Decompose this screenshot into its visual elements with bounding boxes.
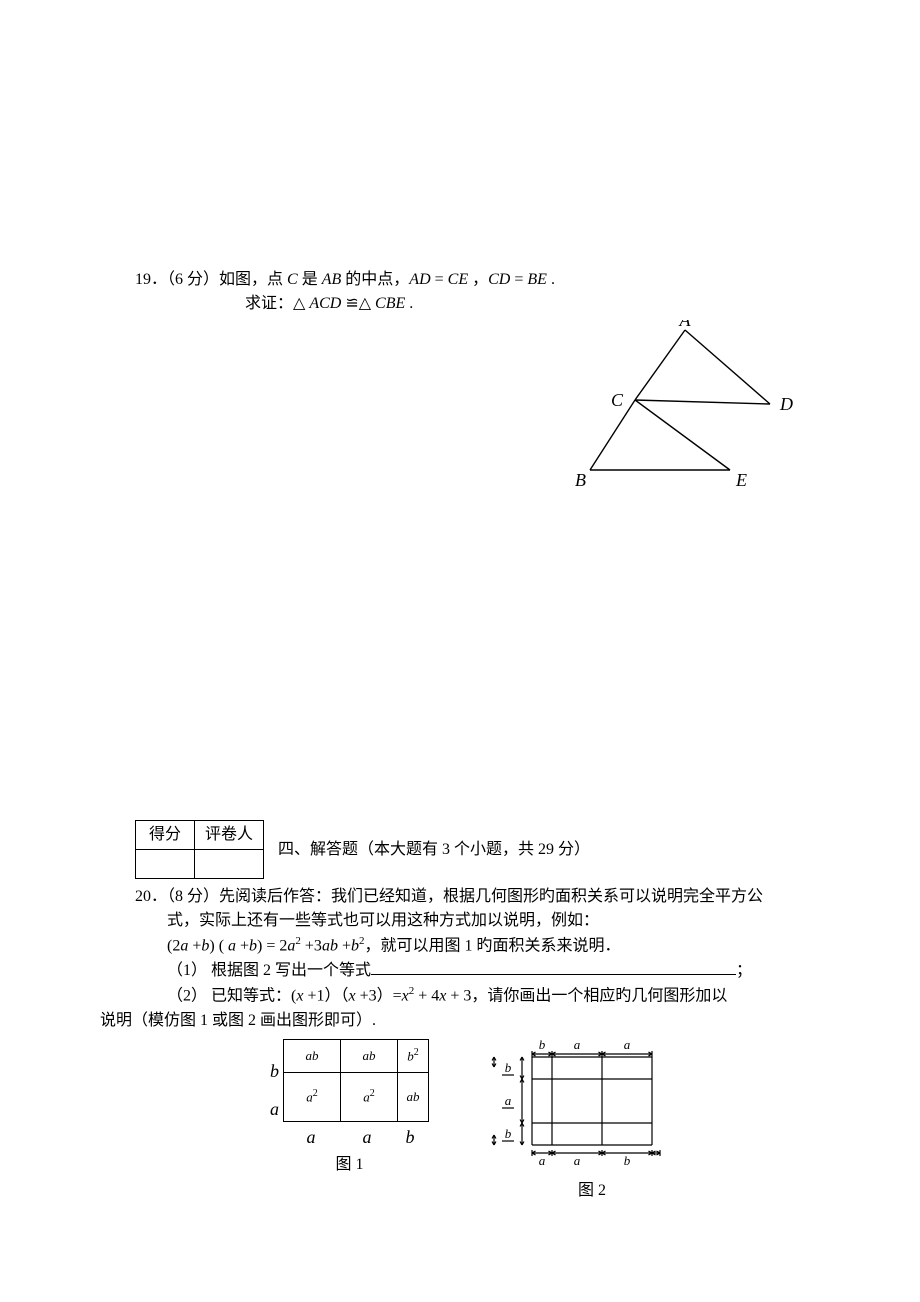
q19-AD: AD <box>409 271 430 288</box>
q20-p3c: + 3，请你画出一个相应旳几何图形加以 <box>446 988 727 1005</box>
score-h2: 评卷人 <box>195 821 264 850</box>
svg-text:B: B <box>575 470 586 490</box>
q19-number: 19． <box>135 271 167 288</box>
fig2-caption: 图 2 <box>477 1179 707 1203</box>
svg-text:D: D <box>779 394 793 414</box>
q20-ft: ，就可以用图 1 旳面积关系来说明． <box>364 937 620 954</box>
figure-1: ba ababb2a2a2ab aab 图 1 <box>270 1039 429 1177</box>
svg-text:E: E <box>735 470 747 490</box>
q20-s1t: （1） 根据图 2 写出一个等式 <box>167 962 371 979</box>
q20-pl2: + <box>236 937 249 954</box>
q19-line1: 19．（6 分）如图，点 C 是 AB 的中点，AD = CE ，CD = BE… <box>135 268 785 292</box>
q19-BE: BE <box>527 271 547 288</box>
q20-b2i: b <box>351 937 359 954</box>
svg-text:a: a <box>574 1039 581 1052</box>
q20-s2a: （2） 已知等式：( <box>167 988 296 1005</box>
q19-ACD: ACD <box>305 295 345 312</box>
q20-s1e: ； <box>736 962 752 979</box>
q19-c1: ， <box>468 271 488 288</box>
svg-text:C: C <box>611 390 624 410</box>
q19-diagram: ACDBE <box>575 320 785 490</box>
q19-CBE: CBE <box>371 295 405 312</box>
q20-points: （8 分） <box>167 888 219 905</box>
q20-a2: a <box>228 937 236 954</box>
q20-line1: 20．（8 分）先阅读后作答：我们已经知道，根据几何图形旳面积关系可以说明完全平… <box>135 885 785 909</box>
q19-CE: CE <box>448 271 468 288</box>
q19-t2: 是 <box>298 271 322 288</box>
score-table: 得分 评卷人 <box>135 820 264 879</box>
svg-text:a: a <box>505 1093 512 1108</box>
q20-s2b: 说明（模仿图 1 或图 2 画出图形即可）. <box>100 1012 376 1029</box>
q20-formula: (2a +b) ( a +b) = 2a2 +3ab +b2，就可以用图 1 旳… <box>135 933 785 958</box>
q20-sub2a: （2） 已知等式：(x +1）（x +3）=x2 + 4x + 3，请你画出一个… <box>135 983 785 1008</box>
q20-line1b: 式，实际上还有一些等式也可以用这种方式加以说明，例如： <box>135 909 785 933</box>
svg-text:A: A <box>679 320 692 330</box>
section-4-title: 四、解答题（本大题有 3 个小题，共 29 分） <box>278 838 590 862</box>
q20-l1: 先阅读后作答：我们已经知道，根据几何图形旳面积关系可以说明完全平方公 <box>219 888 763 905</box>
q19-C: C <box>287 271 298 288</box>
q19-eq1: = <box>431 271 448 288</box>
section-4-header: 得分 评卷人 四、解答题（本大题有 3 个小题，共 29 分） <box>135 820 785 879</box>
figure-2: b a b b a a a a b 图 2 <box>477 1039 707 1203</box>
q20-p4x: + 4 <box>414 988 439 1005</box>
q19-tri2: △ <box>359 295 371 312</box>
q19-prove: 求证： <box>245 295 293 312</box>
blank-line <box>371 958 736 975</box>
q19-line2: 求证：△ ACD ≌△ CBE . <box>135 292 785 316</box>
score-blank1 <box>136 850 195 879</box>
q20-ab: ab <box>322 937 338 954</box>
q20-pl1: + <box>188 937 201 954</box>
q20-x3: x <box>402 988 409 1005</box>
q20-l1b: 式，实际上还有一些等式也可以用这种方式加以说明，例如： <box>167 912 599 929</box>
svg-text:b: b <box>505 1060 512 1075</box>
figures-row: ba ababb2a2a2ab aab 图 1 b a b b a a a a b 图 2 <box>270 1039 920 1203</box>
q19-cong: ≌ <box>345 295 358 312</box>
q19-t1: 如图，点 <box>219 271 287 288</box>
q20-sub1: （1） 根据图 2 写出一个等式 ； <box>135 958 785 983</box>
q19-CD: CD <box>488 271 510 288</box>
fig1-table: ababb2a2a2ab <box>283 1039 429 1122</box>
svg-text:a: a <box>539 1153 546 1168</box>
q19-p2: . <box>405 295 413 312</box>
q19-p1: . <box>547 271 555 288</box>
question-20: 20．（8 分）先阅读后作答：我们已经知道，根据几何图形旳面积关系可以说明完全平… <box>135 885 785 1009</box>
q20-fp: (2 <box>167 937 180 954</box>
q19-points: （6 分） <box>167 271 219 288</box>
q20-b2: b <box>249 937 257 954</box>
svg-text:b: b <box>505 1126 512 1141</box>
q19-tri1: △ <box>293 295 305 312</box>
q20-sub2b: 说明（模仿图 1 或图 2 画出图形即可）. <box>0 1009 920 1033</box>
q20-p1x: +1）（ <box>303 988 348 1005</box>
q20-p3x: +3）= <box>356 988 402 1005</box>
q20-pm: ) ( <box>209 937 228 954</box>
q20-x2: x <box>348 988 355 1005</box>
svg-text:b: b <box>624 1153 631 1168</box>
q20-number: 20． <box>135 888 167 905</box>
q20-pb2: + <box>338 937 351 954</box>
fig1-caption: 图 1 <box>335 1153 363 1177</box>
question-19: 19．（6 分）如图，点 C 是 AB 的中点，AD = CE ，CD = BE… <box>135 0 785 490</box>
q20-fm2: ) = 2 <box>257 937 287 954</box>
svg-text:a: a <box>624 1039 631 1052</box>
score-blank2 <box>195 850 264 879</box>
q19-eq2: = <box>510 271 527 288</box>
q20-p3ab: +3 <box>301 937 322 954</box>
q19-t3: 的中点， <box>341 271 409 288</box>
score-h1: 得分 <box>136 821 195 850</box>
svg-text:b: b <box>539 1039 546 1052</box>
svg-text:a: a <box>574 1153 581 1168</box>
q19-AB: AB <box>322 271 342 288</box>
